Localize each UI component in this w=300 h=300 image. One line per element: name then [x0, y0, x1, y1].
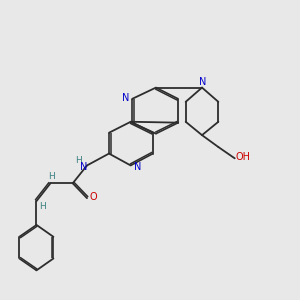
Text: H: H: [39, 202, 46, 211]
Text: N: N: [80, 162, 87, 172]
Text: OH: OH: [236, 152, 250, 162]
Text: H: H: [49, 172, 55, 181]
Text: N: N: [199, 76, 206, 87]
Text: H: H: [75, 157, 82, 166]
Text: O: O: [90, 192, 97, 202]
Text: N: N: [122, 93, 129, 103]
Text: N: N: [134, 162, 141, 172]
